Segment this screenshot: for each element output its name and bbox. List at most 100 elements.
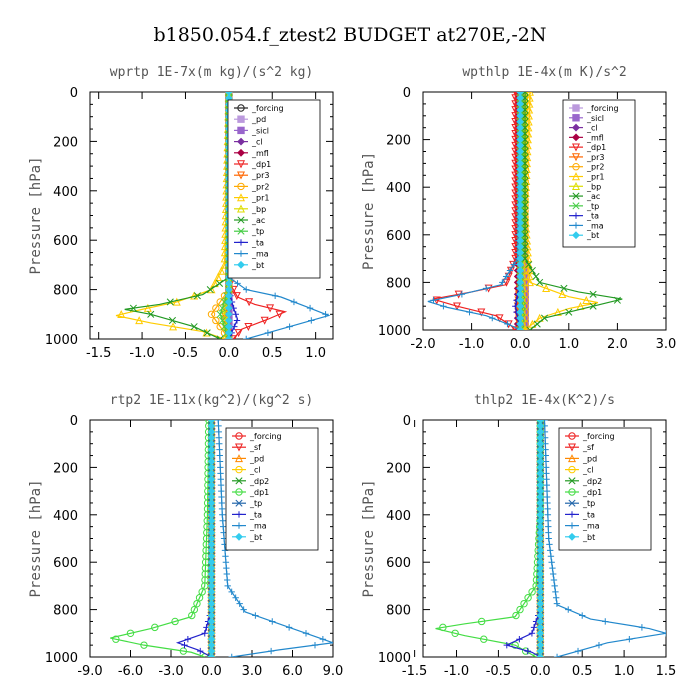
legend-marker (568, 477, 576, 485)
y-tick-label: 800 (386, 604, 411, 619)
data-point (232, 311, 239, 318)
y-tick-label: 400 (386, 181, 411, 196)
data-point (212, 304, 220, 312)
data-point (565, 606, 572, 613)
data-point (551, 582, 558, 590)
legend-label: _ma (582, 522, 600, 531)
y-axis-label: Pressure [hPa] (361, 152, 377, 270)
data-point (240, 606, 247, 613)
data-point (215, 420, 222, 424)
data-point (311, 641, 319, 649)
data-point (306, 304, 314, 312)
y-tick-label: 200 (53, 135, 78, 150)
legend-label: _dp2 (582, 477, 602, 486)
data-point (482, 285, 490, 292)
legend-label: _bt (582, 533, 595, 542)
data-point (543, 481, 551, 489)
legend-label: _dp1 (251, 160, 271, 169)
legend-marker (235, 465, 243, 474)
data-point (558, 289, 567, 298)
series-line (524, 92, 599, 330)
chart-panel: rtp2 1E-11x(kg^2)/(kg^2 s) Pressure [hPa]… (28, 393, 343, 679)
data-point (234, 280, 241, 287)
data-point (595, 641, 603, 649)
legend-label: _bt (249, 533, 262, 542)
y-tick-label: 0 (70, 86, 78, 101)
legend-marker (572, 163, 580, 171)
y-tick-label: 800 (53, 284, 78, 299)
legend-label: _dp1 (249, 488, 269, 497)
x-tick-label: -1.0 (129, 346, 154, 361)
data-point (216, 440, 223, 447)
y-axis-label: Pressure [hPa] (361, 479, 377, 597)
data-point (542, 284, 551, 293)
series-line (124, 92, 230, 339)
data-point (430, 297, 437, 304)
x-tick-label: -1.5 (86, 346, 111, 361)
x-tick-label: -0.5 (173, 346, 198, 361)
data-point (528, 630, 536, 637)
legend-label: _sicl (251, 126, 269, 135)
x-tick-label: 3.0 (242, 664, 263, 679)
x-tick-label: 9.0 (323, 664, 344, 679)
y-tick-label: 600 (386, 556, 411, 571)
data-point (215, 428, 222, 436)
legend-marker (236, 204, 246, 213)
series-line (435, 420, 541, 657)
legend-label: _sf (249, 443, 261, 452)
data-point (275, 310, 284, 319)
legend-label: _forcing (586, 104, 619, 113)
data-point (201, 630, 208, 637)
y-axis-label: Pressure [hPa] (28, 479, 44, 597)
legend-label: _dp1 (582, 488, 602, 497)
data-point (225, 335, 233, 339)
data-point (602, 618, 609, 625)
data-point (228, 653, 235, 657)
data-point (511, 641, 519, 649)
plot-area (427, 92, 623, 330)
data-point (511, 326, 520, 330)
data-point (213, 272, 223, 281)
data-point (499, 279, 506, 286)
legend-label: _ta (251, 238, 264, 247)
series-ma (541, 420, 666, 657)
data-point (526, 326, 534, 330)
data-point (638, 624, 646, 631)
panel-title: wprtp 1E-7x(m kg)/(s^2 kg) (110, 65, 314, 80)
data-point (440, 303, 447, 310)
legend-marker (572, 104, 580, 112)
legend-marker (237, 239, 245, 246)
x-tick-label: 0.0 (530, 664, 551, 679)
legend-marker (572, 212, 580, 219)
series-line (228, 92, 331, 339)
legend-label: _pd (251, 115, 266, 124)
legend-marker (237, 104, 245, 112)
legend-marker (572, 231, 580, 240)
data-point (206, 286, 214, 294)
y-tick-label: 600 (53, 556, 78, 571)
legend-marker (235, 477, 243, 485)
y-tick-label: 1000 (378, 651, 411, 666)
data-point (207, 310, 216, 318)
x-tick-label: -1.0 (459, 337, 484, 352)
data-point (528, 266, 536, 275)
legend-label: _forcing (582, 432, 615, 441)
data-point (271, 292, 279, 299)
figure-title: b1850.054.f_ztest2 BUDGET at270E,-2N (153, 24, 546, 46)
legend-marker (572, 123, 580, 132)
y-axis-label: Pressure [hPa] (28, 156, 44, 274)
data-point (236, 600, 243, 607)
data-point (579, 612, 586, 619)
data-point (216, 452, 223, 459)
x-tick-label: 0.0 (510, 337, 531, 352)
legend-box (562, 99, 636, 248)
data-point (207, 420, 216, 424)
data-point (207, 653, 216, 657)
data-point (198, 588, 206, 596)
data-point (166, 298, 174, 306)
data-point (453, 302, 462, 311)
data-point (536, 278, 544, 286)
data-point (533, 320, 541, 328)
legend-label: _bt (251, 261, 264, 270)
